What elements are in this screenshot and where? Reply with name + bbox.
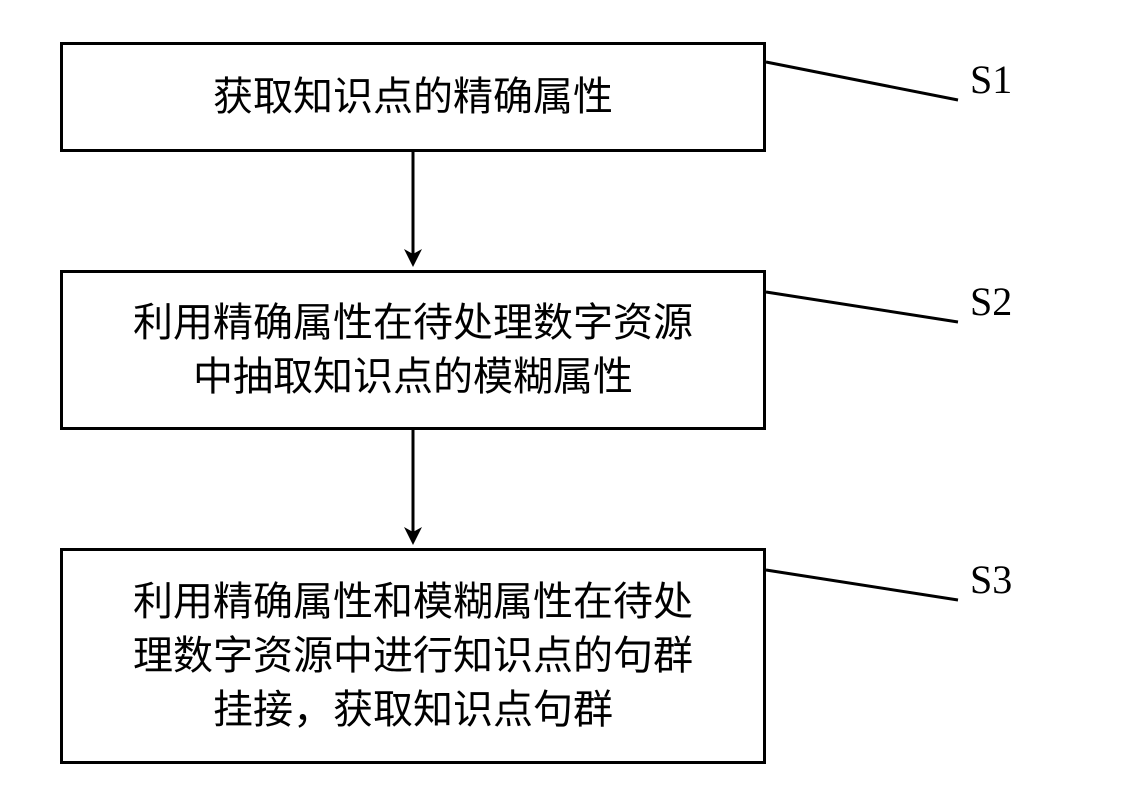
node-s3-text: 利用精确属性和模糊属性在待处 理数字资源中进行知识点的句群 挂接，获取知识点句群 [133, 575, 693, 737]
node-s1-text: 获取知识点的精确属性 [213, 70, 613, 124]
flowchart-node-s1: 获取知识点的精确属性 [60, 42, 766, 152]
step-label-s2: S2 [970, 278, 1012, 325]
step-label-s1: S1 [970, 56, 1012, 103]
flowchart-node-s3: 利用精确属性和模糊属性在待处 理数字资源中进行知识点的句群 挂接，获取知识点句群 [60, 548, 766, 764]
callout-s2 [766, 292, 958, 322]
callout-s1 [766, 62, 958, 100]
node-s2-text: 利用精确属性在待处理数字资源 中抽取知识点的模糊属性 [133, 296, 693, 404]
flowchart-canvas: 获取知识点的精确属性 S1 利用精确属性在待处理数字资源 中抽取知识点的模糊属性… [0, 0, 1123, 794]
step-label-s3: S3 [970, 556, 1012, 603]
callout-s3 [766, 570, 958, 600]
flowchart-node-s2: 利用精确属性在待处理数字资源 中抽取知识点的模糊属性 [60, 270, 766, 430]
